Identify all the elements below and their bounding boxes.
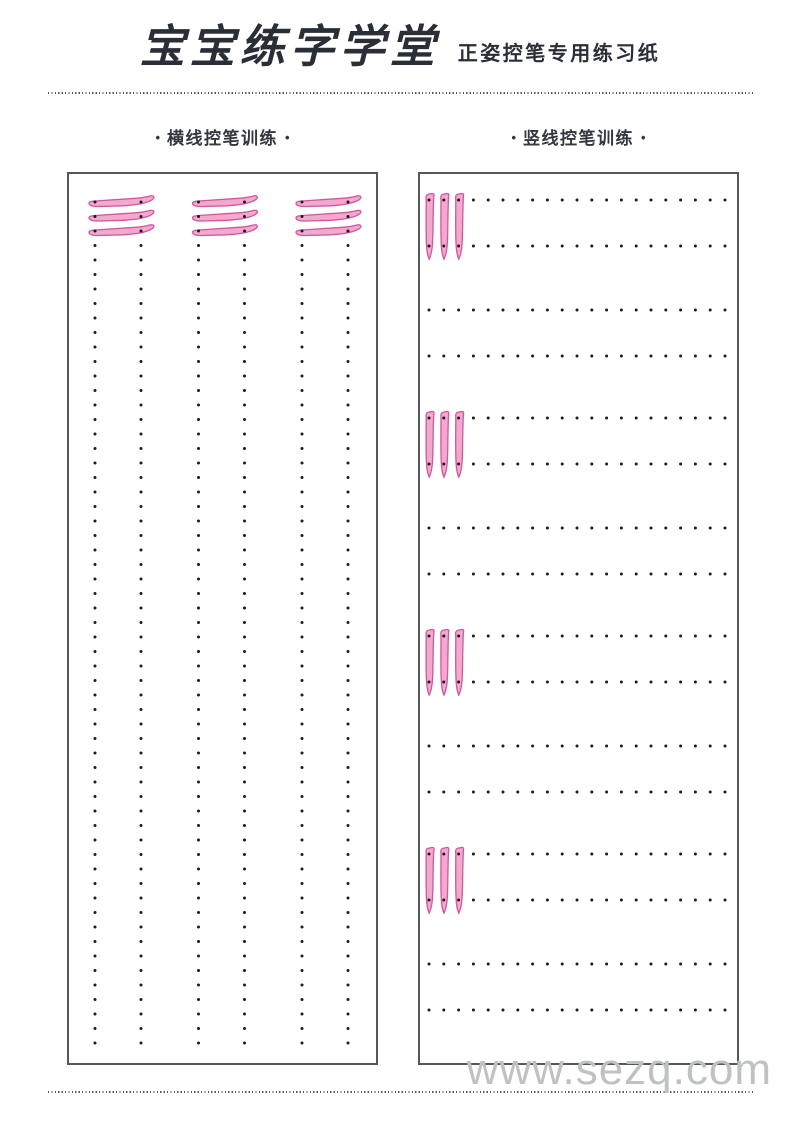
vertical-section-label: • 竖线控笔训练 • bbox=[418, 124, 739, 149]
page-title: 宝宝练字学堂 bbox=[139, 20, 440, 73]
horizontal-section-text: 横线控笔训练 bbox=[167, 129, 278, 148]
header: 宝宝练字学堂 正姿控笔专用练习纸 bbox=[0, 22, 800, 72]
horizontal-grid-svg bbox=[88, 195, 362, 1045]
page-subtitle: 正姿控笔专用练习纸 bbox=[457, 42, 661, 65]
bottom-divider bbox=[48, 1091, 753, 1093]
vertical-practice-panel bbox=[418, 172, 739, 1065]
vertical-section-text: 竖线控笔训练 bbox=[523, 129, 634, 148]
top-divider bbox=[48, 92, 753, 94]
bullet-icon: • bbox=[155, 130, 160, 145]
bullet-icon: • bbox=[641, 130, 646, 145]
watermark: www.sezq.com bbox=[466, 1045, 772, 1094]
horizontal-section-label: • 横线控笔训练 • bbox=[67, 124, 378, 149]
bullet-icon: • bbox=[511, 130, 516, 145]
vertical-grid-svg bbox=[425, 192, 727, 1012]
bullet-icon: • bbox=[285, 130, 290, 145]
horizontal-practice-panel bbox=[67, 172, 378, 1065]
